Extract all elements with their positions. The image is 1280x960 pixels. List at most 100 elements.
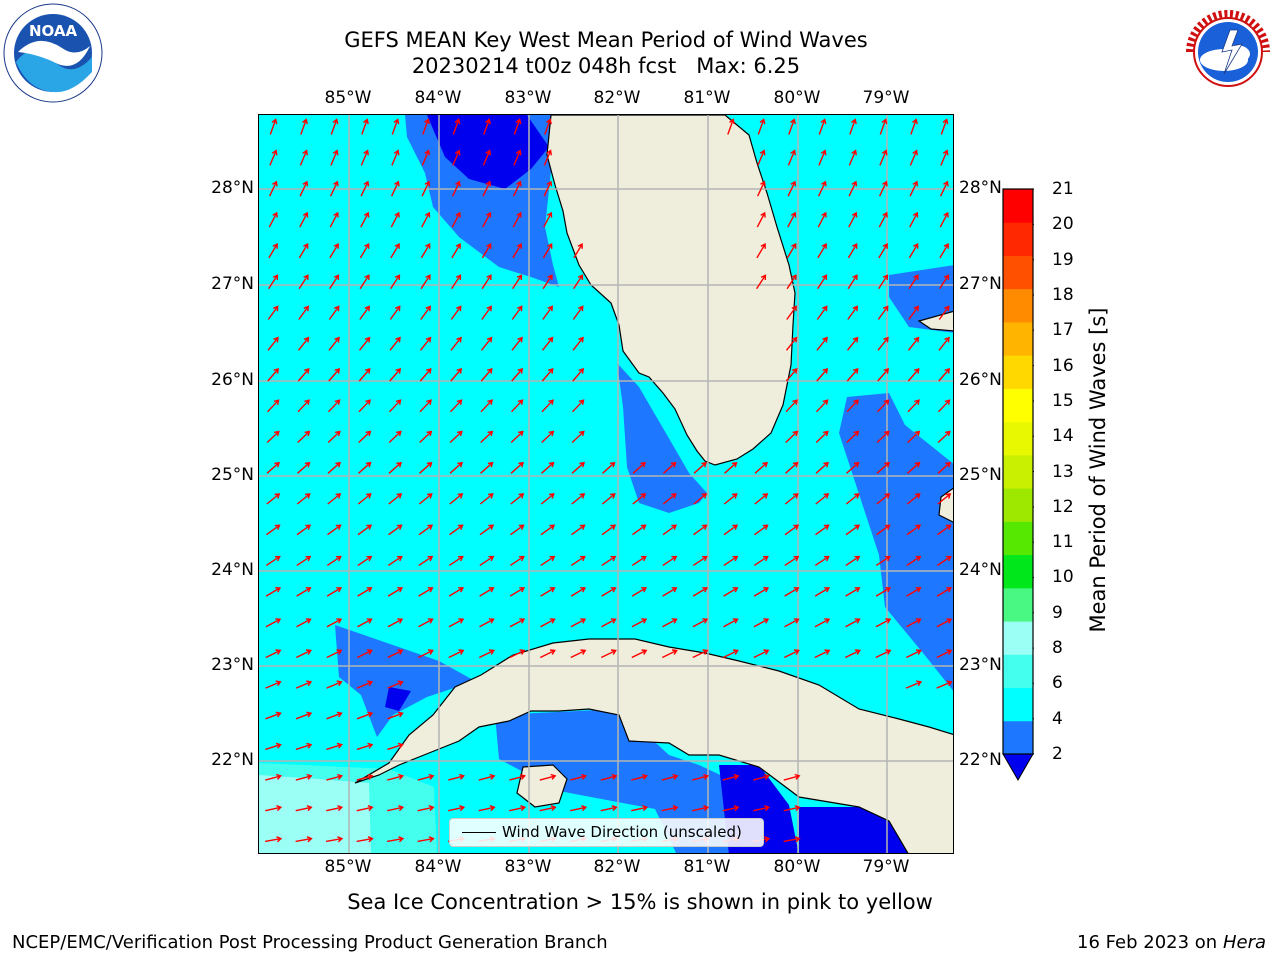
wind-wave-arrow xyxy=(509,649,526,659)
wind-wave-arrow xyxy=(266,524,281,536)
wind-wave-arrow xyxy=(692,555,708,566)
wind-wave-arrow xyxy=(267,368,280,382)
wind-wave-arrow xyxy=(753,555,769,566)
wind-wave-arrow xyxy=(356,836,374,843)
wind-wave-arrow xyxy=(693,461,707,474)
wind-wave-arrow xyxy=(814,649,831,659)
wind-wave-arrow xyxy=(451,242,461,259)
wind-wave-arrow xyxy=(692,773,709,781)
wind-wave-arrow xyxy=(601,493,616,505)
wind-wave-arrow xyxy=(387,711,404,720)
wind-wave-arrow xyxy=(849,118,857,135)
wind-wave-arrow xyxy=(422,118,430,135)
wind-wave-arrow xyxy=(879,118,888,135)
wind-wave-arrow xyxy=(786,274,797,290)
wind-wave-arrow xyxy=(266,430,280,444)
title-line-2: 20230214 t00z 048h fcst Max: 6.25 xyxy=(411,54,801,78)
wind-wave-arrow xyxy=(877,305,889,320)
wind-wave-arrow xyxy=(905,680,923,689)
wind-wave-arrow xyxy=(756,211,766,228)
wind-wave-arrow xyxy=(542,274,553,290)
wind-wave-arrow xyxy=(479,587,495,597)
wind-wave-arrow xyxy=(631,587,648,597)
wind-wave-arrow xyxy=(448,805,466,812)
wind-wave-arrow xyxy=(299,149,308,166)
wind-wave-arrow xyxy=(815,399,829,413)
wind-wave-arrow xyxy=(296,555,312,566)
wind-wave-arrow xyxy=(451,274,462,290)
wind-wave-arrow xyxy=(631,649,648,659)
wind-wave-arrow xyxy=(815,493,830,505)
wind-wave-arrow xyxy=(818,118,827,135)
wind-wave-arrow xyxy=(846,430,860,444)
wind-wave-arrow xyxy=(480,368,493,382)
wind-wave-arrow xyxy=(391,149,400,166)
lon-top-79w: 79°W xyxy=(862,88,910,108)
wind-wave-arrow xyxy=(600,649,617,659)
wind-wave-arrow xyxy=(268,180,278,197)
wind-wave-arrow xyxy=(693,493,708,505)
wind-wave-arrow xyxy=(907,368,920,382)
wind-wave-arrow xyxy=(878,211,888,228)
wind-wave-arrow xyxy=(388,493,403,505)
wind-wave-arrow xyxy=(358,368,371,382)
wind-wave-arrow xyxy=(815,430,829,444)
wind-wave-arrow xyxy=(512,242,522,259)
wind-wave-arrow xyxy=(846,399,859,413)
wind-wave-arrow xyxy=(418,618,434,628)
wind-wave-arrow xyxy=(876,524,891,536)
wind-wave-arrow xyxy=(326,649,343,659)
wind-wave-arrow xyxy=(727,118,735,135)
wind-wave-arrow xyxy=(388,461,402,474)
wind-wave-arrow xyxy=(269,149,278,166)
wind-wave-arrow xyxy=(420,242,431,259)
wind-wave-arrow xyxy=(845,555,861,566)
wind-wave-arrow xyxy=(754,493,769,505)
wind-wave-arrow xyxy=(297,430,311,444)
wind-wave-arrow xyxy=(571,493,586,505)
wind-wave-arrow xyxy=(787,211,797,228)
nws-logo xyxy=(1180,4,1276,100)
lon-top-83w: 83°W xyxy=(504,88,552,108)
wind-wave-arrow xyxy=(662,618,678,628)
wind-wave-arrow xyxy=(937,399,951,413)
map-grid xyxy=(259,115,953,853)
colorbar-segment xyxy=(1003,454,1033,489)
wind-wave-arrow xyxy=(356,680,374,689)
legend-line-sample xyxy=(462,832,496,833)
wind-wave-arrow xyxy=(296,587,312,597)
wind-wave-arrow xyxy=(356,805,374,812)
wind-wave-arrow xyxy=(878,180,888,197)
colorbar-tick-label: 13 xyxy=(1052,461,1074,482)
wind-wave-arrow xyxy=(478,805,496,812)
wind-wave-arrow xyxy=(937,461,951,474)
wind-wave-arrow xyxy=(479,524,495,536)
wind-wave-arrow xyxy=(662,587,678,597)
wind-wave-arrow xyxy=(661,773,679,781)
lon-bottom-82w: 82°W xyxy=(593,857,641,877)
wind-wave-arrow xyxy=(328,336,340,351)
wind-wave-arrow xyxy=(481,305,492,320)
wind-wave-arrow xyxy=(848,211,858,228)
wind-wave-arrow xyxy=(753,587,770,597)
wind-wave-arrow xyxy=(387,555,403,566)
wind-wave-arrow xyxy=(451,211,461,228)
wind-wave-arrow xyxy=(786,242,797,259)
wind-wave-arrow xyxy=(814,587,831,597)
wind-wave-arrow xyxy=(357,555,373,566)
wind-wave-arrow xyxy=(540,524,556,536)
wind-wave-arrow xyxy=(389,305,401,320)
wind-wave-arrow xyxy=(722,805,740,812)
wind-wave-arrow xyxy=(877,368,890,382)
lat-right-28n: 28°N xyxy=(959,178,1002,198)
colorbar-segment xyxy=(1003,621,1033,655)
wind-wave-arrow xyxy=(662,524,678,536)
wind-wave-arrow xyxy=(940,118,949,135)
sea-ice-note: Sea Ice Concentration > 15% is shown in … xyxy=(347,890,933,914)
colorbar-tick-label: 17 xyxy=(1052,320,1074,341)
wind-wave-arrow xyxy=(787,180,797,197)
wind-wave-arrow xyxy=(479,618,495,628)
colorbar-segment xyxy=(1003,488,1033,522)
wind-wave-arrow xyxy=(480,430,494,444)
wind-wave-arrow xyxy=(448,555,464,566)
